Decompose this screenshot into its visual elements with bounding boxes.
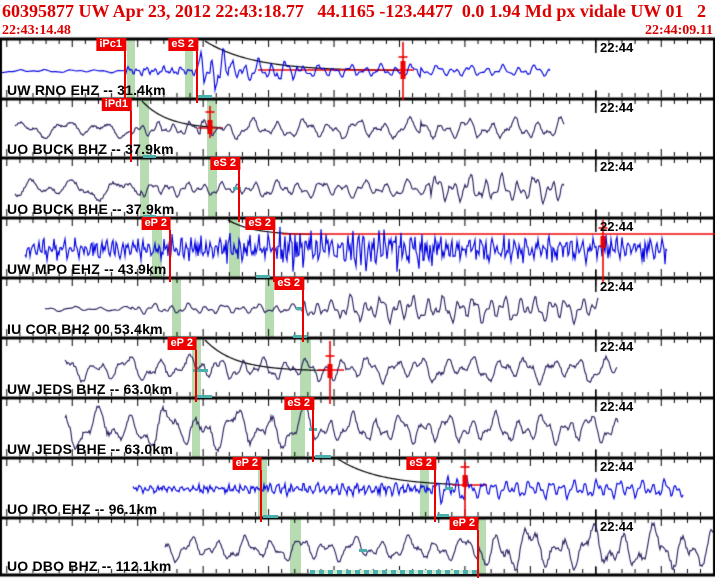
secondary-pick-mark — [315, 455, 331, 458]
phase-pick-line[interactable] — [312, 410, 314, 462]
phase-pick-line[interactable] — [124, 51, 126, 103]
phase-pick-line[interactable] — [195, 350, 197, 402]
panel-time-label: 22:44 — [600, 399, 634, 414]
phase-pick-label[interactable]: eP 2 — [232, 457, 262, 470]
phase-pick-label[interactable]: eS 2 — [210, 157, 240, 170]
panel-time-label: 22:44 — [600, 40, 634, 55]
panel-time-label: 22:44 — [600, 519, 634, 534]
secondary-pick-mark — [233, 187, 241, 190]
station-channel-label: UW RNO EHZ -- 31.4km — [7, 82, 166, 98]
phase-pick-label[interactable]: eS 2 — [245, 217, 275, 230]
phase-pick-label[interactable]: eP 2 — [449, 517, 479, 530]
station-channel-label: UO BUCK BHZ -- 37.9km — [7, 141, 174, 157]
station-channel-label: IU COR BH2 00 53.4km — [7, 321, 163, 337]
secondary-pick-mark — [296, 307, 303, 310]
secondary-pick-mark — [293, 335, 307, 338]
phase-pick-label[interactable]: eS 2 — [284, 397, 314, 410]
station-channel-label: UW JEDS BHZ -- 63.0km — [7, 381, 173, 397]
secondary-pick-mark — [193, 369, 208, 372]
secondary-pick-mark — [143, 155, 156, 158]
phase-pick-line[interactable] — [302, 290, 304, 342]
phase-pick-line[interactable] — [260, 470, 262, 522]
station-channel-label: UO DBO BHZ -- 112.1km — [7, 558, 172, 574]
phase-pick-line[interactable] — [238, 170, 240, 222]
panel-time-label: 22:44 — [600, 159, 634, 174]
phase-pick-line[interactable] — [130, 111, 132, 162]
secondary-pick-mark — [445, 487, 453, 490]
phase-pick-label[interactable]: eP 2 — [141, 217, 171, 230]
phase-pick-line[interactable] — [169, 230, 171, 282]
coda-duration-strip — [310, 570, 478, 574]
phase-pick-label[interactable]: eS 2 — [168, 38, 198, 51]
panel-time-label: 22:44 — [600, 279, 634, 294]
phase-pick-line[interactable] — [196, 51, 198, 103]
phase-pick-label[interactable]: iPc1 — [96, 38, 126, 51]
panel-time-label: 22:44 — [600, 339, 634, 354]
secondary-pick-mark — [256, 275, 270, 278]
phase-pick-label[interactable]: eS 2 — [406, 457, 436, 470]
station-channel-label: UW MPO EHZ -- 43.9km — [7, 261, 167, 277]
secondary-pick-mark — [437, 514, 449, 517]
secondary-pick-mark — [198, 95, 212, 98]
station-channel-label: UO BUCK BHE -- 37.9km — [7, 201, 175, 217]
phase-pick-label[interactable]: iPd1 — [101, 98, 132, 111]
panel-time-label: 22:44 — [600, 219, 634, 234]
panel-time-label: 22:44 — [600, 100, 634, 115]
phase-pick-line[interactable] — [434, 470, 436, 522]
phase-pick-label[interactable]: eP 2 — [167, 337, 197, 350]
secondary-pick-mark — [359, 549, 367, 552]
phase-pick-line[interactable] — [477, 530, 479, 578]
station-channel-label: UW JEDS BHE -- 63.0km — [7, 441, 174, 457]
station-channel-label: UO IRO EHZ -- 96.1km — [7, 501, 158, 517]
secondary-pick-mark — [143, 215, 156, 218]
phase-pick-line[interactable] — [273, 230, 275, 282]
phase-pick-label[interactable]: eS 2 — [274, 277, 304, 290]
secondary-pick-mark — [263, 515, 278, 518]
secondary-pick-mark — [197, 395, 212, 398]
panel-time-label: 22:44 — [600, 459, 634, 474]
